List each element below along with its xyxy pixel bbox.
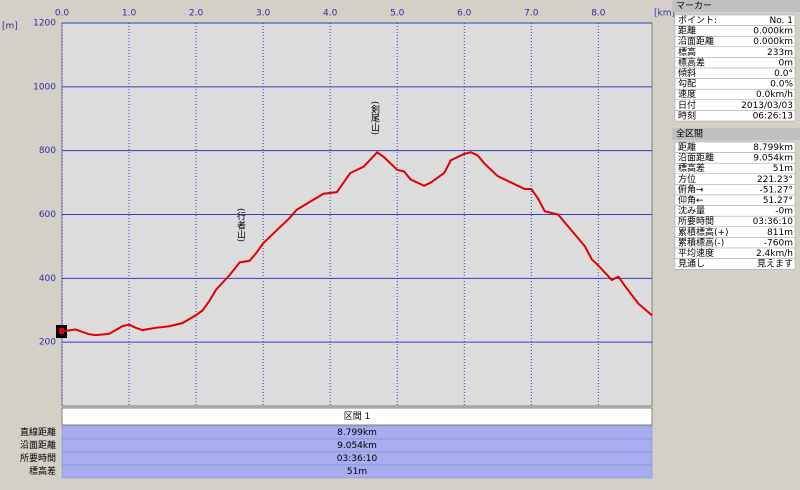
panel-value: 0.0° <box>774 69 793 79</box>
y-tick-label: 600 <box>39 210 56 220</box>
y-tick-label: 800 <box>39 146 56 156</box>
panel-label: 方位 <box>678 173 696 185</box>
x-tick-label: 6.0 <box>457 9 472 19</box>
section-value: 03:36:10 <box>337 454 378 464</box>
panel-header-bg <box>672 128 800 140</box>
y-tick-label: 200 <box>39 338 56 348</box>
panel-value: 51.27° <box>763 196 793 206</box>
panel-label: 距離 <box>678 141 696 153</box>
panel-value: 811m <box>767 228 793 238</box>
panel-value: 見えます <box>757 259 793 270</box>
panel-label: 所要時間 <box>678 216 714 227</box>
peak-annotation: (剣尾山) <box>369 101 380 135</box>
section-label: 沿面距離 <box>20 439 56 451</box>
panel-value: 0.0% <box>770 80 793 90</box>
panel-row <box>674 110 796 122</box>
panel-label: 見通し <box>678 259 705 270</box>
x-tick-label: 2.0 <box>189 9 204 19</box>
panel-label: 沈み量 <box>678 205 705 217</box>
panel-value: 03:36:10 <box>753 217 794 227</box>
panel-value: 2013/03/03 <box>741 101 793 111</box>
section-header: 区間 1 <box>344 411 371 422</box>
section-header-bg <box>61 407 653 426</box>
y-tick-label: 400 <box>39 274 56 284</box>
panel-value: 233m <box>767 48 793 58</box>
x-tick-label: 4.0 <box>323 9 338 19</box>
panel-label: 標高差 <box>678 56 705 68</box>
x-tick-label: 3.0 <box>256 9 271 19</box>
peak-annotation: (行者山) <box>235 208 246 242</box>
panel-value: -51.27° <box>759 185 793 195</box>
panel-label: 累積標高(+) <box>678 226 729 238</box>
panel-value: 0.000km <box>753 37 793 47</box>
section-label: 所要時間 <box>20 453 56 464</box>
panel-value: 0m <box>779 58 794 68</box>
panel-value: No. 1 <box>769 16 793 26</box>
panel-label: 標高差 <box>678 162 705 174</box>
total-panel-title: 全区間 <box>676 128 703 140</box>
x-tick-label: 1.0 <box>122 9 137 19</box>
x-axis-label: [km] <box>654 9 675 19</box>
marker-panel-title: マーカー <box>676 1 712 12</box>
section-value: 9.054km <box>337 441 377 451</box>
y-tick-label: 1200 <box>33 19 56 29</box>
start-marker-icon-inner <box>59 328 64 334</box>
panel-label: 勾配 <box>678 78 696 90</box>
panel-value: 0.000km <box>753 27 793 37</box>
panel-label: 俯角→ <box>678 183 704 195</box>
panel-row <box>674 258 796 270</box>
panel-value: 9.054km <box>753 154 793 164</box>
x-tick-label: 0.0 <box>55 9 70 19</box>
panel-value: 06:26:13 <box>753 111 793 121</box>
panel-label: 沿面距離 <box>678 152 714 164</box>
section-value: 51m <box>347 467 367 477</box>
panel-value: -0m <box>775 207 793 217</box>
panel-label: ポイント: <box>678 15 717 26</box>
panel-header-bg <box>672 0 800 12</box>
elevation-line <box>61 150 653 337</box>
panel-value: 2.4km/h <box>756 249 793 259</box>
x-tick-label: 8.0 <box>591 9 606 19</box>
panel-label: 沿面距離 <box>678 35 714 47</box>
section-row <box>61 464 653 479</box>
panel-value: 221.23° <box>757 175 793 185</box>
panel-label: 時刻 <box>678 109 696 121</box>
section-value: 8.799km <box>337 428 377 438</box>
panel-label: 仰角← <box>678 194 704 206</box>
y-tick-label: 1000 <box>33 82 56 92</box>
x-tick-label: 5.0 <box>390 9 405 19</box>
y-axis-label: [m] <box>2 22 18 32</box>
section-label: 標高差 <box>29 465 56 477</box>
panel-label: 平均速度 <box>678 247 714 259</box>
panel-value: 51m <box>773 164 793 174</box>
x-tick-label: 7.0 <box>524 9 539 19</box>
panel-value: 8.799km <box>753 143 793 153</box>
panel-label: 標高 <box>678 46 696 58</box>
panel-value: -760m <box>764 238 793 248</box>
panel-label: 速度 <box>678 88 696 100</box>
panel-label: 日付 <box>678 100 696 111</box>
panel-label: 傾斜 <box>678 67 696 79</box>
panel-value: 0.0km/h <box>756 90 793 100</box>
section-label: 直線距離 <box>20 426 56 438</box>
panel-label: 累積標高(-) <box>678 236 724 248</box>
panel-label: 距離 <box>678 25 696 37</box>
